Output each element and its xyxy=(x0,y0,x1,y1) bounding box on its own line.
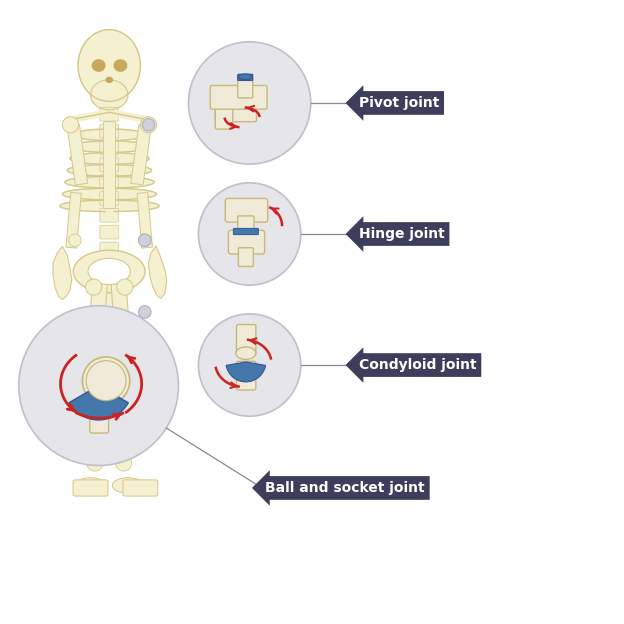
FancyBboxPatch shape xyxy=(100,225,119,239)
Circle shape xyxy=(117,279,133,295)
Polygon shape xyxy=(53,246,72,300)
Polygon shape xyxy=(114,129,144,140)
Circle shape xyxy=(86,361,126,401)
FancyBboxPatch shape xyxy=(100,208,119,222)
FancyBboxPatch shape xyxy=(228,230,265,254)
FancyBboxPatch shape xyxy=(73,480,108,496)
Polygon shape xyxy=(130,125,152,185)
FancyBboxPatch shape xyxy=(100,175,119,188)
Text: Pivot joint: Pivot joint xyxy=(359,96,439,110)
Polygon shape xyxy=(111,282,132,373)
Circle shape xyxy=(139,306,151,318)
FancyBboxPatch shape xyxy=(100,343,119,357)
FancyBboxPatch shape xyxy=(100,293,119,306)
Circle shape xyxy=(140,117,157,133)
Polygon shape xyxy=(149,246,167,298)
Circle shape xyxy=(62,117,79,133)
Ellipse shape xyxy=(106,77,112,82)
Polygon shape xyxy=(114,177,154,188)
FancyBboxPatch shape xyxy=(100,158,119,172)
Polygon shape xyxy=(114,141,147,152)
Circle shape xyxy=(113,368,133,388)
FancyBboxPatch shape xyxy=(100,124,119,138)
Polygon shape xyxy=(72,141,105,152)
Circle shape xyxy=(142,119,155,131)
Polygon shape xyxy=(116,381,131,456)
Text: Hinge joint: Hinge joint xyxy=(359,227,444,241)
Polygon shape xyxy=(87,381,102,456)
Ellipse shape xyxy=(236,347,256,359)
Wedge shape xyxy=(69,386,129,420)
Circle shape xyxy=(115,455,132,471)
FancyBboxPatch shape xyxy=(90,384,109,433)
Circle shape xyxy=(198,183,301,285)
FancyBboxPatch shape xyxy=(238,216,254,232)
Ellipse shape xyxy=(114,60,127,71)
FancyBboxPatch shape xyxy=(238,248,253,266)
Polygon shape xyxy=(114,153,149,164)
Ellipse shape xyxy=(88,258,130,285)
Polygon shape xyxy=(86,282,107,373)
Circle shape xyxy=(188,42,311,164)
FancyBboxPatch shape xyxy=(100,107,119,121)
FancyBboxPatch shape xyxy=(100,310,119,323)
FancyBboxPatch shape xyxy=(236,324,256,354)
Circle shape xyxy=(139,234,151,246)
Polygon shape xyxy=(67,125,88,185)
Polygon shape xyxy=(137,192,152,248)
Polygon shape xyxy=(60,200,105,212)
Circle shape xyxy=(139,234,151,246)
FancyBboxPatch shape xyxy=(104,122,115,208)
FancyBboxPatch shape xyxy=(100,242,119,256)
Ellipse shape xyxy=(238,74,252,79)
FancyBboxPatch shape xyxy=(233,228,258,235)
Text: Ball and socket joint: Ball and socket joint xyxy=(265,481,425,495)
Ellipse shape xyxy=(92,60,105,71)
Polygon shape xyxy=(114,200,159,212)
Circle shape xyxy=(87,455,103,471)
Polygon shape xyxy=(62,188,105,200)
FancyBboxPatch shape xyxy=(238,74,253,80)
Text: Condyloid joint: Condyloid joint xyxy=(359,358,477,372)
Polygon shape xyxy=(65,177,105,188)
FancyBboxPatch shape xyxy=(210,85,267,109)
FancyBboxPatch shape xyxy=(236,361,256,390)
Ellipse shape xyxy=(112,478,144,493)
FancyBboxPatch shape xyxy=(100,326,119,340)
Ellipse shape xyxy=(78,29,140,101)
FancyBboxPatch shape xyxy=(100,259,119,273)
FancyBboxPatch shape xyxy=(100,192,119,205)
FancyBboxPatch shape xyxy=(215,102,256,122)
Polygon shape xyxy=(75,129,105,140)
Polygon shape xyxy=(67,165,105,176)
Wedge shape xyxy=(226,362,266,382)
Polygon shape xyxy=(114,188,157,200)
Circle shape xyxy=(82,357,130,404)
Polygon shape xyxy=(66,192,81,248)
Circle shape xyxy=(198,314,301,416)
FancyBboxPatch shape xyxy=(225,198,268,222)
Ellipse shape xyxy=(90,80,128,110)
Circle shape xyxy=(19,306,178,466)
Polygon shape xyxy=(70,153,105,164)
Circle shape xyxy=(69,234,81,246)
FancyBboxPatch shape xyxy=(215,100,233,129)
Circle shape xyxy=(85,279,102,295)
Circle shape xyxy=(85,368,105,388)
FancyBboxPatch shape xyxy=(123,480,158,496)
FancyBboxPatch shape xyxy=(238,77,253,98)
Ellipse shape xyxy=(73,250,145,293)
FancyBboxPatch shape xyxy=(100,276,119,290)
Polygon shape xyxy=(114,165,152,176)
FancyBboxPatch shape xyxy=(100,141,119,155)
Ellipse shape xyxy=(75,478,106,493)
